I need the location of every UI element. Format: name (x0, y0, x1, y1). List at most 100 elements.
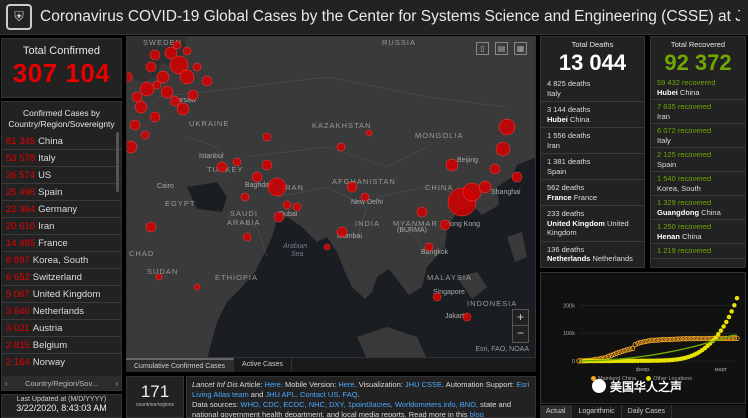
grid-icon[interactable]: ▦ (514, 42, 527, 55)
tab-active-cases[interactable]: Active Cases (234, 358, 292, 372)
case-bubble[interactable] (164, 46, 178, 60)
mainland-china-point[interactable] (734, 335, 740, 342)
case-bubble[interactable] (511, 171, 523, 183)
jhu-csse-link[interactable]: JHU CSSE (404, 380, 443, 389)
case-bubble[interactable] (145, 221, 157, 233)
case-bubble[interactable] (432, 292, 442, 302)
mainland-china-point[interactable] (731, 335, 737, 342)
country-row[interactable]: 6 652 Switzerland (2, 269, 121, 287)
case-bubble[interactable] (131, 91, 143, 103)
case-bubble[interactable] (169, 95, 181, 107)
country-row[interactable]: 26 574 US (2, 167, 121, 185)
mainland-china-point[interactable] (688, 335, 695, 342)
country-row[interactable]: 25 496 Spain (2, 184, 121, 202)
mainland-china-point[interactable] (645, 338, 652, 344)
mainland-china-point[interactable] (632, 341, 638, 348)
basemap-icon[interactable]: ▤ (495, 42, 508, 55)
other-locations-point[interactable] (724, 319, 729, 325)
chevron-left-icon[interactable]: ‹ (5, 378, 8, 388)
deaths-row[interactable]: 1 556 deaths Iran (541, 128, 644, 154)
country-row[interactable]: 22 364 Germany (2, 201, 121, 219)
deaths-list[interactable]: 4 825 deaths Italy 3 144 deaths Hubei China… (541, 76, 644, 268)
other-locations-point[interactable] (716, 332, 721, 337)
deaths-row[interactable]: 4 825 deaths Italy (541, 76, 644, 102)
country-list[interactable]: 81 345 China 53 578 Italy 26 574 US 25 496 Spai… (2, 133, 121, 369)
deaths-row[interactable]: 1 381 deaths Spain (541, 154, 644, 180)
case-bubble[interactable] (424, 242, 434, 252)
mainland-china-point[interactable] (616, 349, 622, 356)
mainland-china-point[interactable] (659, 336, 665, 343)
blog-link[interactable]: blog (469, 410, 484, 418)
case-bubble[interactable] (251, 171, 263, 183)
recovered-row[interactable]: 6 072 recovered Italy (651, 124, 745, 148)
recovered-row[interactable]: 2 125 recovered Spain (651, 148, 745, 172)
case-bubble[interactable] (155, 273, 163, 281)
mainland-china-point[interactable] (672, 336, 679, 342)
case-bubble[interactable] (416, 206, 428, 218)
mainland-china-point[interactable] (635, 340, 641, 346)
mainland-china-point[interactable] (640, 339, 646, 345)
other-locations-point[interactable] (726, 314, 732, 320)
tab-actual[interactable]: Actual (540, 405, 573, 418)
case-bubble[interactable] (149, 111, 161, 123)
case-bubble[interactable] (336, 226, 348, 238)
case-bubble[interactable] (182, 46, 192, 56)
jhu-apl-link[interactable]: JHU APL (265, 390, 296, 399)
chevron-right-icon[interactable]: › (115, 378, 118, 388)
world-map[interactable]: SWEDEN RUSSIA Warsaw UKRAINE KAZAKHSTAN … (126, 36, 536, 358)
case-bubble[interactable] (139, 81, 155, 97)
case-bubble[interactable] (134, 100, 148, 114)
zoom-out-button[interactable]: − (516, 326, 524, 340)
country-row[interactable]: 5 067 United Kingdom (2, 286, 121, 304)
mainland-china-point[interactable] (691, 335, 697, 342)
deaths-row[interactable]: 3 144 deaths Hubei China (541, 102, 644, 128)
mainland-china-point[interactable] (664, 336, 671, 343)
mainland-china-point[interactable] (637, 339, 644, 346)
mainland-china-point[interactable] (680, 336, 687, 342)
case-bubble[interactable] (346, 181, 358, 193)
mainland-china-point[interactable] (694, 335, 700, 342)
case-bubble[interactable] (179, 69, 195, 85)
country-list-tab[interactable]: ‹ Country/Region/Sov... › (2, 376, 121, 390)
esri-link[interactable]: Esri Living Atlas team (192, 380, 530, 399)
case-bubble[interactable] (462, 182, 482, 202)
data-sources-link[interactable]: WHO, CDC, ECDC, NHC, DXY, 1point3acres, … (240, 400, 479, 409)
case-bubble[interactable] (360, 192, 370, 202)
case-bubble[interactable] (498, 118, 516, 136)
case-bubble[interactable] (240, 192, 250, 202)
mainland-china-point[interactable] (656, 337, 662, 343)
deaths-row[interactable]: 233 deaths United Kingdom United Kingdom (541, 206, 644, 242)
case-bubble[interactable] (160, 85, 174, 99)
recovered-row[interactable]: 59 432 recovered Hubei China (651, 76, 745, 100)
case-bubble[interactable] (478, 180, 492, 194)
case-bubble[interactable] (129, 119, 141, 131)
other-locations-point[interactable] (732, 303, 737, 308)
mainland-china-point[interactable] (605, 353, 612, 359)
mainland-china-point[interactable] (702, 335, 708, 342)
other-locations-point[interactable] (705, 343, 710, 349)
mainland-china-point[interactable] (662, 336, 668, 343)
case-bubble[interactable] (445, 158, 459, 172)
case-bubble[interactable] (140, 130, 150, 140)
case-bubble[interactable] (323, 243, 331, 251)
other-locations-point[interactable] (734, 295, 740, 301)
country-row[interactable]: 8 897 Korea, South (2, 252, 121, 270)
case-bubble[interactable] (152, 80, 162, 90)
case-bubble[interactable] (201, 75, 213, 87)
country-row[interactable]: 20 610 Iran (2, 218, 121, 236)
mainland-china-point[interactable] (629, 345, 636, 352)
tab-daily-cases[interactable]: Daily Cases (622, 405, 673, 418)
bookmark-icon[interactable]: ▯ (476, 42, 489, 55)
cases-chart[interactable]: 0 100k 200k февр. март Mainland China Other … (540, 272, 746, 404)
case-bubble[interactable] (292, 202, 302, 212)
case-bubble[interactable] (336, 142, 346, 152)
country-row[interactable]: 3 021 Austria (2, 320, 121, 338)
case-bubble[interactable] (127, 140, 138, 154)
case-bubble[interactable] (149, 49, 161, 61)
mainland-china-point[interactable] (704, 335, 711, 342)
case-bubble[interactable] (127, 71, 133, 83)
mainland-china-point[interactable] (670, 336, 676, 342)
mainland-china-point[interactable] (683, 336, 689, 342)
other-locations-point[interactable] (729, 309, 734, 314)
case-bubble[interactable] (282, 200, 292, 210)
